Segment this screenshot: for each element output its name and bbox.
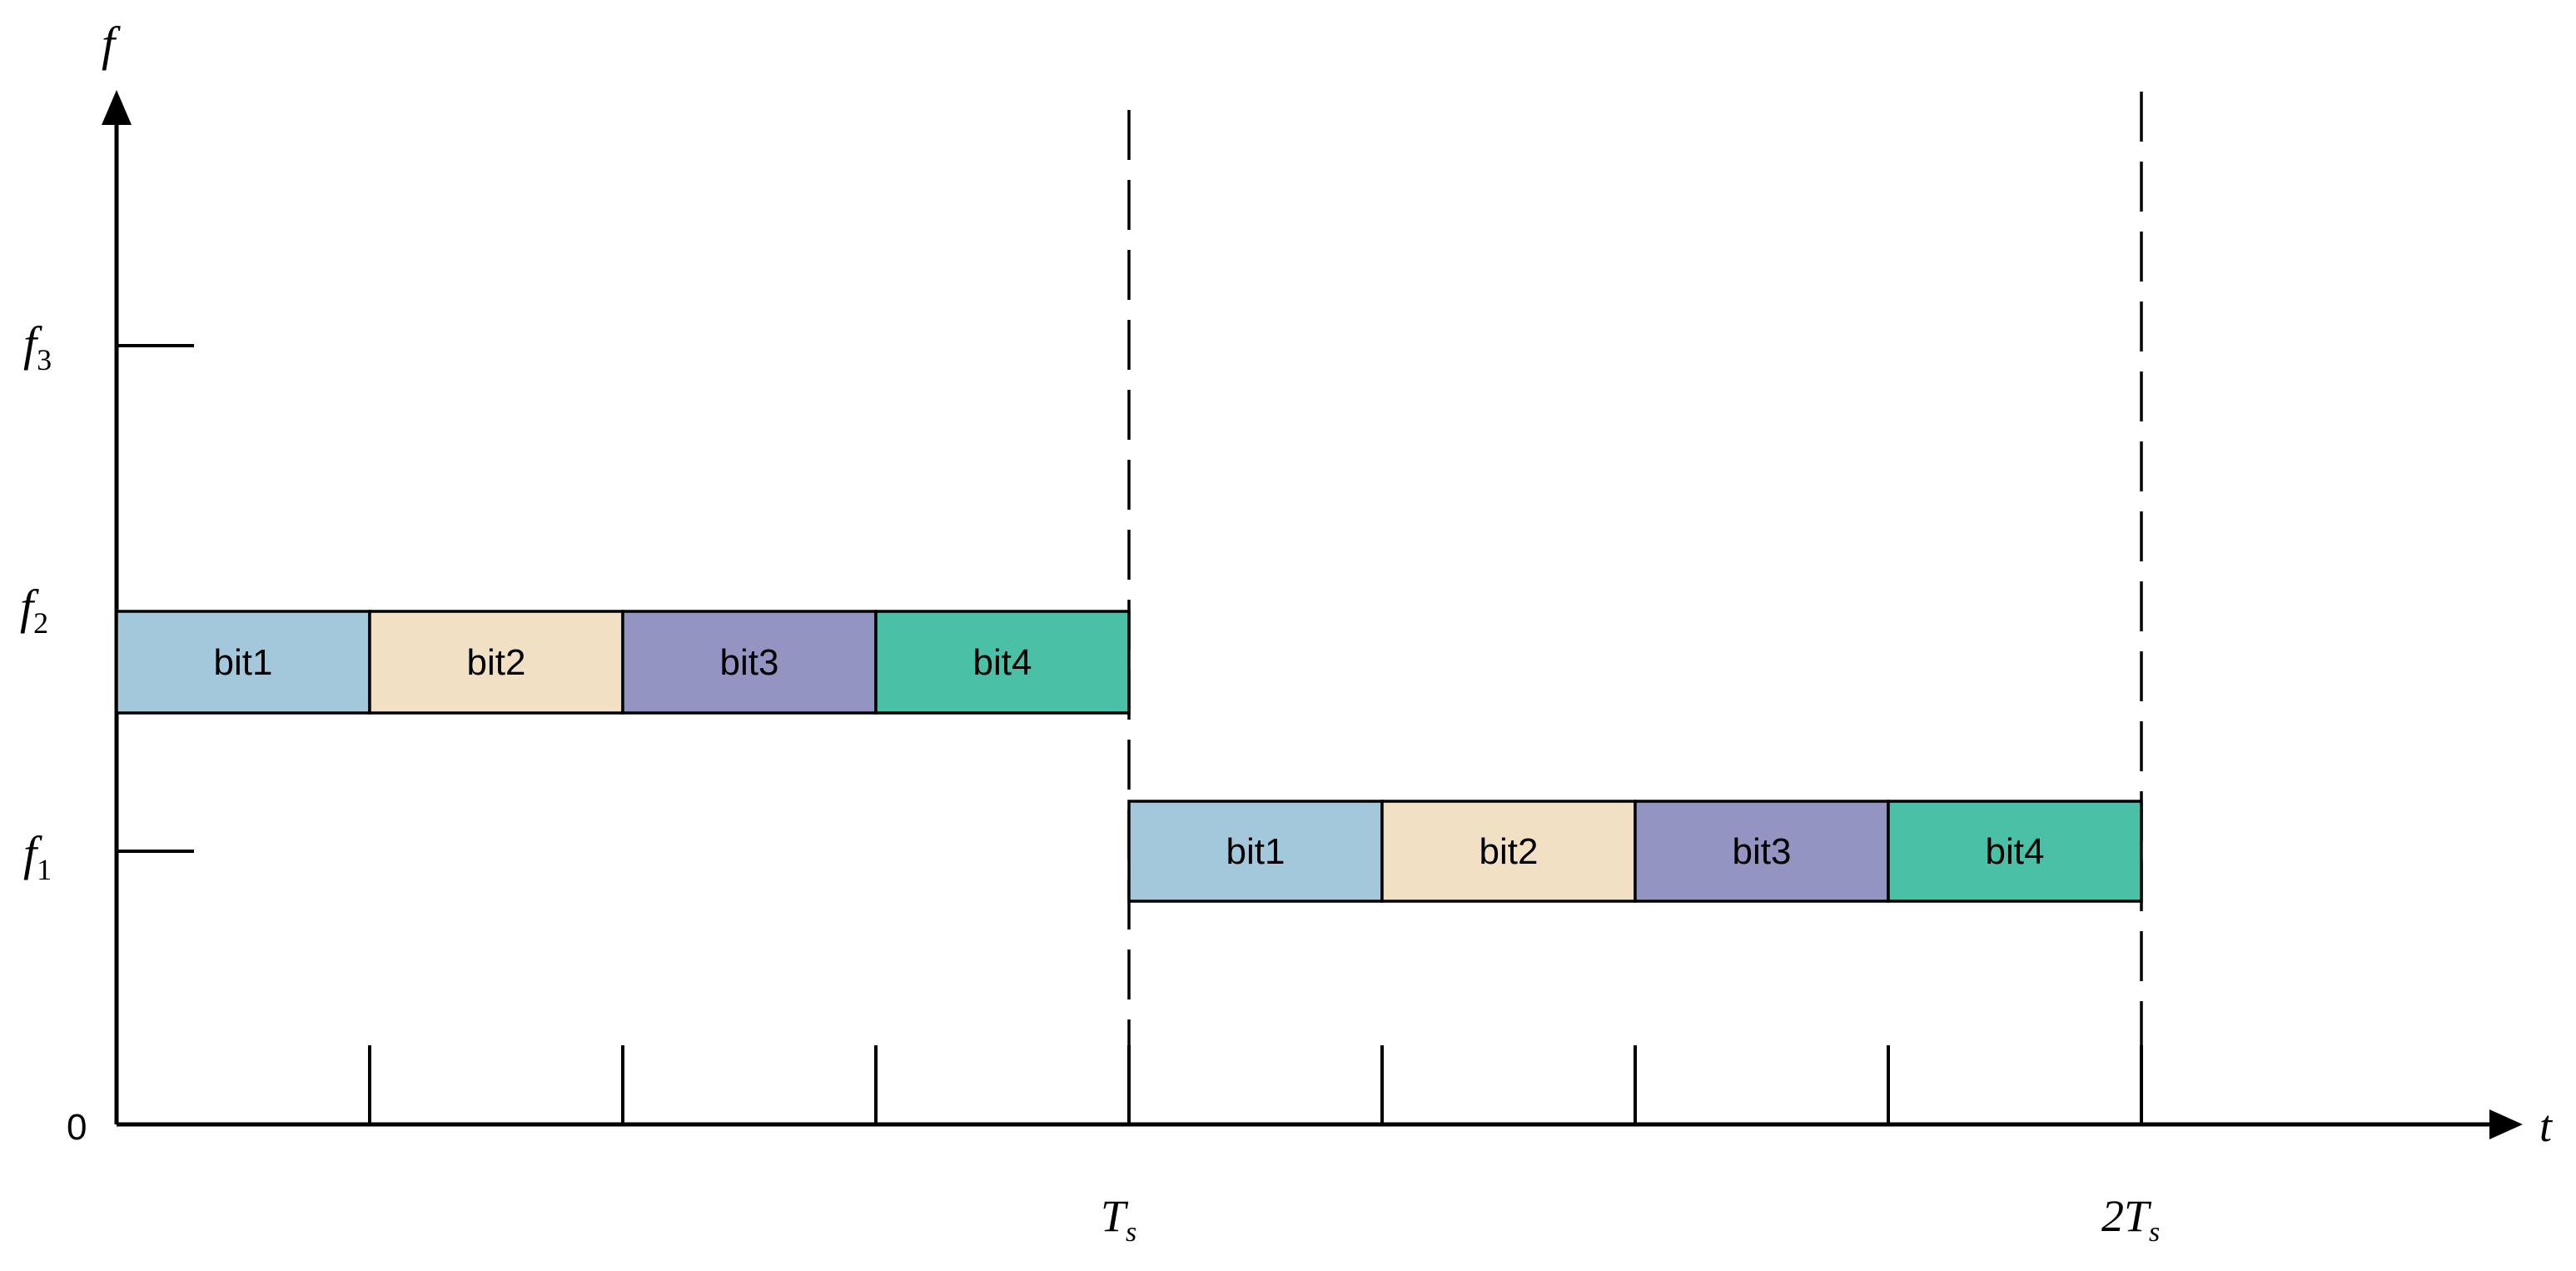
hop-1-f2: bit1 bit2 bit3 bit4 [115, 610, 1131, 715]
hop1-bit3-block [621, 610, 878, 715]
f2-label: f2 [20, 580, 48, 640]
f1-label: f1 [23, 826, 52, 886]
2ts-label: 2Ts [2101, 1191, 2160, 1248]
y-axis-label: f [102, 17, 121, 71]
f3-label: f3 [23, 317, 52, 376]
hop1-bit4-block [874, 610, 1131, 715]
x-axis-arrow [2489, 1109, 2523, 1139]
x-axis-label: t [2539, 1101, 2554, 1151]
hop2-bit2-label: bit2 [1479, 831, 1539, 872]
y-axis-arrow [102, 90, 132, 125]
origin-label: 0 [67, 1107, 87, 1148]
hop2-bit3-label: bit3 [1733, 831, 1792, 872]
hop2-bit2-block [1380, 800, 1637, 903]
hop2-bit3-block [1634, 800, 1890, 903]
ts-label: Ts [1101, 1191, 1136, 1248]
hop2-bit1-label: bit1 [1226, 831, 1286, 872]
hop1-bit1-label: bit1 [214, 642, 273, 683]
hop-2-f1: bit1 bit2 bit3 bit4 [1127, 800, 2143, 903]
hop1-bit3-label: bit3 [720, 642, 779, 683]
hop1-bit2-label: bit2 [467, 642, 526, 683]
hop1-bit4-label: bit4 [973, 642, 1032, 683]
hop2-bit4-label: bit4 [1986, 831, 2045, 872]
hop2-bit4-block [1887, 800, 2143, 903]
